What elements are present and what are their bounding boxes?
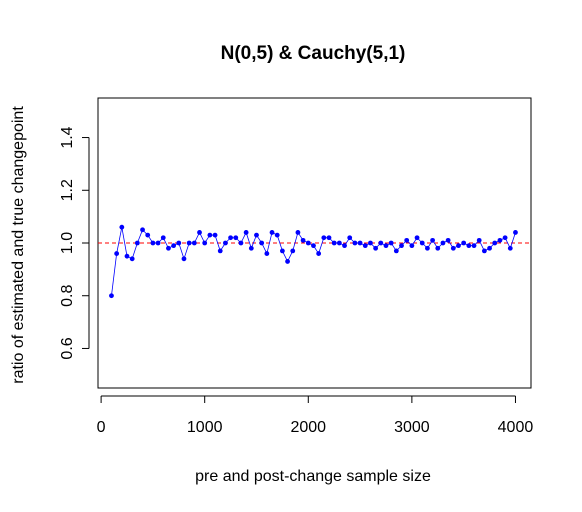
data-point <box>419 240 425 246</box>
data-point <box>383 243 389 249</box>
data-point <box>481 248 487 254</box>
x-tick-label: 0 <box>97 419 106 436</box>
data-point <box>326 235 332 241</box>
data-point <box>223 240 228 246</box>
data-point <box>425 245 430 251</box>
data-point <box>119 224 125 230</box>
data-point <box>414 235 420 241</box>
data-point <box>212 232 218 238</box>
chart-title: N(0,5) & Cauchy(5,1) <box>221 43 406 64</box>
data-point <box>342 243 347 249</box>
data-points-layer <box>109 224 518 299</box>
x-tick-label: 3000 <box>394 419 430 436</box>
data-point <box>404 237 410 243</box>
data-point <box>321 235 327 241</box>
data-point <box>357 240 363 246</box>
x-tick-label: 2000 <box>290 419 326 436</box>
data-point <box>279 248 285 254</box>
data-point <box>228 235 233 241</box>
data-point <box>461 240 467 246</box>
data-point <box>243 230 249 235</box>
data-point <box>150 240 156 246</box>
data-point <box>497 237 503 243</box>
data-point <box>430 237 435 243</box>
x-tick-label: 4000 <box>498 419 534 436</box>
data-point <box>171 243 177 249</box>
data-point <box>181 256 187 262</box>
series-line-layer <box>111 227 516 296</box>
data-point <box>352 240 358 246</box>
data-point <box>393 248 399 254</box>
data-point <box>217 248 223 254</box>
data-point <box>476 237 482 243</box>
data-point <box>471 243 477 249</box>
data-point <box>466 243 472 249</box>
data-point <box>435 245 441 251</box>
data-point <box>378 240 384 246</box>
data-point <box>202 240 208 246</box>
data-point <box>186 240 192 246</box>
data-point <box>450 245 456 251</box>
data-point <box>445 237 451 243</box>
data-point <box>362 243 368 249</box>
data-point <box>238 240 244 246</box>
data-point <box>456 243 461 249</box>
data-point <box>191 240 197 246</box>
data-point <box>513 230 518 235</box>
data-point <box>285 259 290 264</box>
data-point <box>197 230 202 235</box>
data-point <box>368 240 373 246</box>
data-point <box>233 235 239 241</box>
data-point <box>507 245 513 251</box>
y-axis-label: ratio of estimated and true changepoint <box>10 106 27 384</box>
data-point <box>124 253 130 259</box>
data-point <box>388 240 394 246</box>
data-point <box>409 243 415 249</box>
series-line <box>111 227 516 296</box>
data-point <box>502 235 508 241</box>
data-point <box>145 232 151 238</box>
data-point <box>487 245 492 251</box>
data-point <box>300 237 306 243</box>
data-point <box>399 243 404 249</box>
data-point <box>492 240 498 246</box>
y-tick-label: 1.0 <box>59 232 76 254</box>
data-point <box>155 240 161 246</box>
x-tick-label: 1000 <box>187 419 223 436</box>
data-point <box>166 245 171 251</box>
data-point <box>295 230 301 235</box>
data-point <box>134 240 140 246</box>
data-point <box>140 227 145 233</box>
data-point <box>331 240 337 246</box>
data-point <box>311 243 316 249</box>
data-point <box>259 240 265 246</box>
data-point <box>248 245 254 251</box>
data-point <box>316 251 322 256</box>
data-point <box>109 293 114 299</box>
data-point <box>269 230 275 235</box>
data-point <box>114 251 120 256</box>
y-tick-label: 1.4 <box>59 126 76 148</box>
data-point <box>440 240 446 246</box>
data-point <box>290 248 296 254</box>
y-tick-label: 0.6 <box>59 337 76 359</box>
data-point <box>274 232 280 238</box>
data-point <box>305 240 311 246</box>
y-tick-label: 1.2 <box>59 179 76 201</box>
data-point <box>347 235 353 241</box>
data-point <box>264 251 270 256</box>
data-point <box>176 240 182 246</box>
data-point <box>207 232 213 238</box>
data-point <box>254 232 259 238</box>
data-point <box>160 235 166 241</box>
x-axis: 0 1000 2000 3000 4000 <box>97 395 534 436</box>
y-axis: 0.6 0.8 1.0 1.2 1.4 <box>59 126 90 360</box>
x-axis-label: pre and post-change sample size <box>195 468 431 485</box>
data-point <box>129 256 135 262</box>
y-tick-label: 0.8 <box>59 285 76 307</box>
data-point <box>336 240 342 246</box>
data-point <box>373 245 379 251</box>
